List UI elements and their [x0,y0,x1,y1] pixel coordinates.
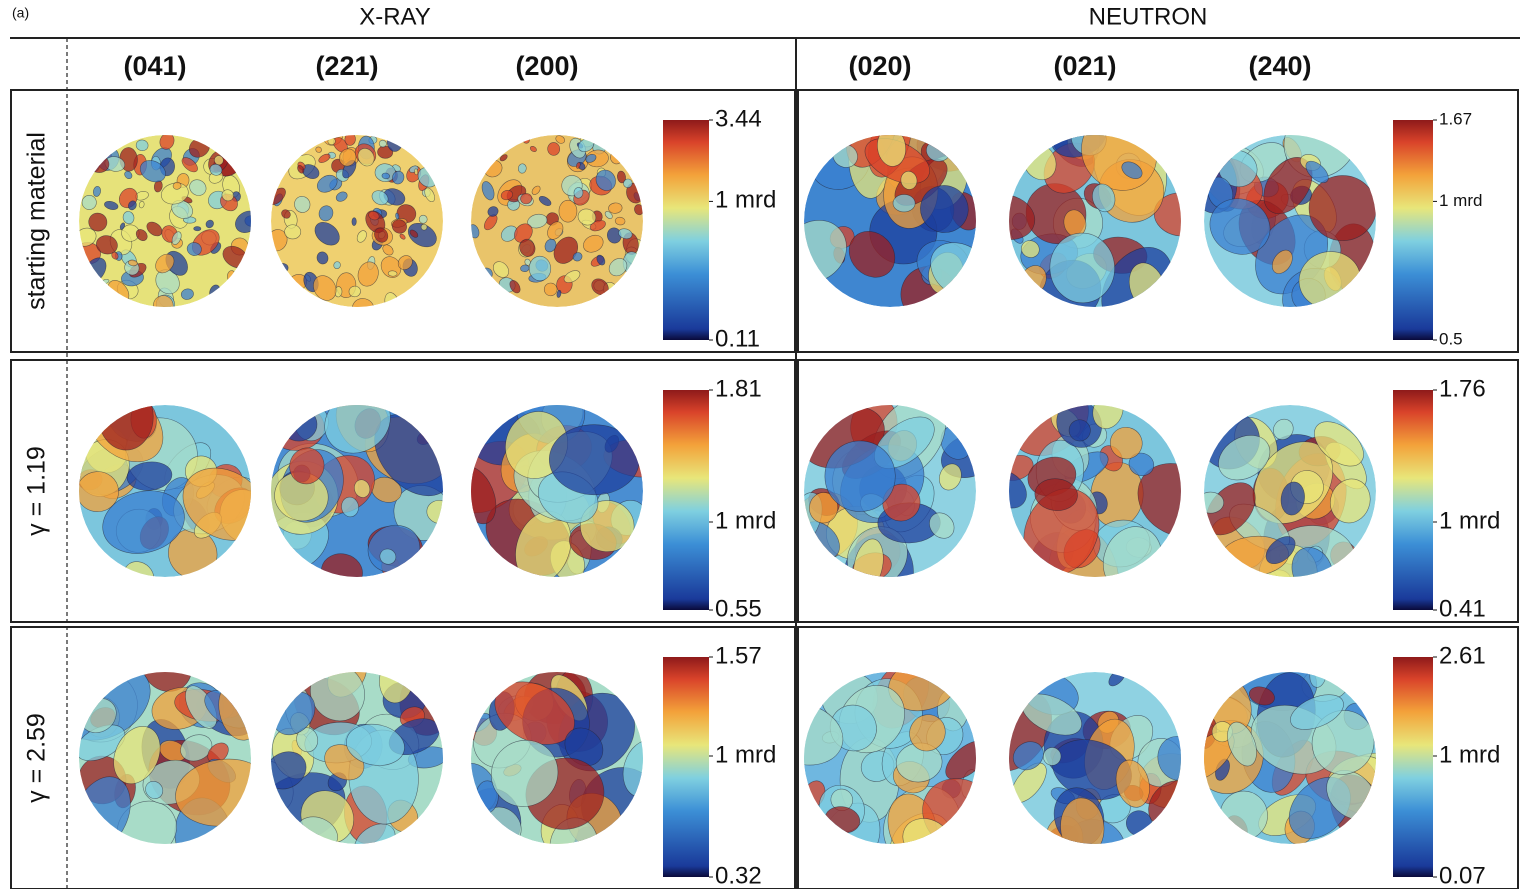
pole-blob [893,194,915,211]
pole-blob [574,187,584,198]
row-label: γ = 1.19 [23,446,51,536]
colorbar-min: 0.55 [715,595,762,622]
pole-figure [778,383,1006,623]
colorbar-min: 0.32 [715,862,762,889]
pole-blob [388,271,397,277]
plane-label: (041) [123,51,186,81]
plane-label: (240) [1248,51,1311,81]
group-title: NEUTRON [1089,3,1208,30]
plane-label: (221) [315,51,378,81]
pole-figure [979,367,1231,633]
pole-blob [387,131,402,151]
pole-blob [559,200,577,222]
row-label: starting material [23,132,51,310]
group-title: X-RAY [359,3,431,30]
pole-figure [243,646,457,867]
colorbar-min: 0.41 [1439,595,1486,622]
pole-figure [467,125,647,307]
plane-label: (021) [1053,51,1116,81]
colorbar-max: 1.57 [715,642,762,669]
pole-figure [248,379,468,595]
colorbar [1393,657,1433,877]
colorbar-max: 2.61 [1439,642,1486,669]
pole-blob [194,226,201,230]
pole-blob [352,218,357,226]
colorbar-mid: 1 mrd [715,741,776,768]
pole-figure [1191,402,1376,615]
colorbar-min: 0.5 [1439,329,1463,348]
pole-figure [67,373,279,598]
colorbar-max: 1.67 [1439,109,1472,128]
row-label: γ = 2.59 [23,713,51,803]
figure: (a) X-RAY (041) (221) (200) NEUTRON (020) (021… [0,0,1527,889]
pole-figure [264,121,443,323]
pole-figure [771,92,1003,330]
colorbar-mid: 1 mrd [715,187,776,214]
panel-label: (a) [12,5,29,21]
pole-figure [444,666,672,877]
pole-figure [50,635,276,873]
pole-blob [414,169,418,175]
colorbar-mid: 1 mrd [1439,507,1500,534]
colorbar-max: 1.76 [1439,375,1486,402]
colorbar-min: 0.11 [715,325,760,352]
pole-blob [523,136,530,143]
colorbar-mid: 1 mrd [1439,741,1500,768]
colorbar [1393,120,1433,340]
pole-blob [419,215,427,223]
pole-figure [975,100,1211,342]
pole-figure [1181,90,1377,337]
colorbar-max: 1.81 [715,375,762,402]
colorbar [663,390,709,610]
pole-blob [1197,492,1224,513]
plane-label: (200) [515,51,578,81]
colorbar-max: 3.44 [715,105,762,132]
pole-figure [435,364,676,592]
pole-figure [1175,640,1415,851]
colorbar-min: 0.07 [1439,862,1486,889]
pole-figure [964,665,1204,880]
colorbar [663,657,709,877]
colorbar-mid: 1 mrd [1439,191,1482,210]
colorbar [663,120,709,340]
pole-blob [285,225,301,239]
colorbar [1393,390,1433,610]
plane-label: (020) [848,51,911,81]
colorbar-mid: 1 mrd [715,507,776,534]
pole-figure [73,131,264,318]
